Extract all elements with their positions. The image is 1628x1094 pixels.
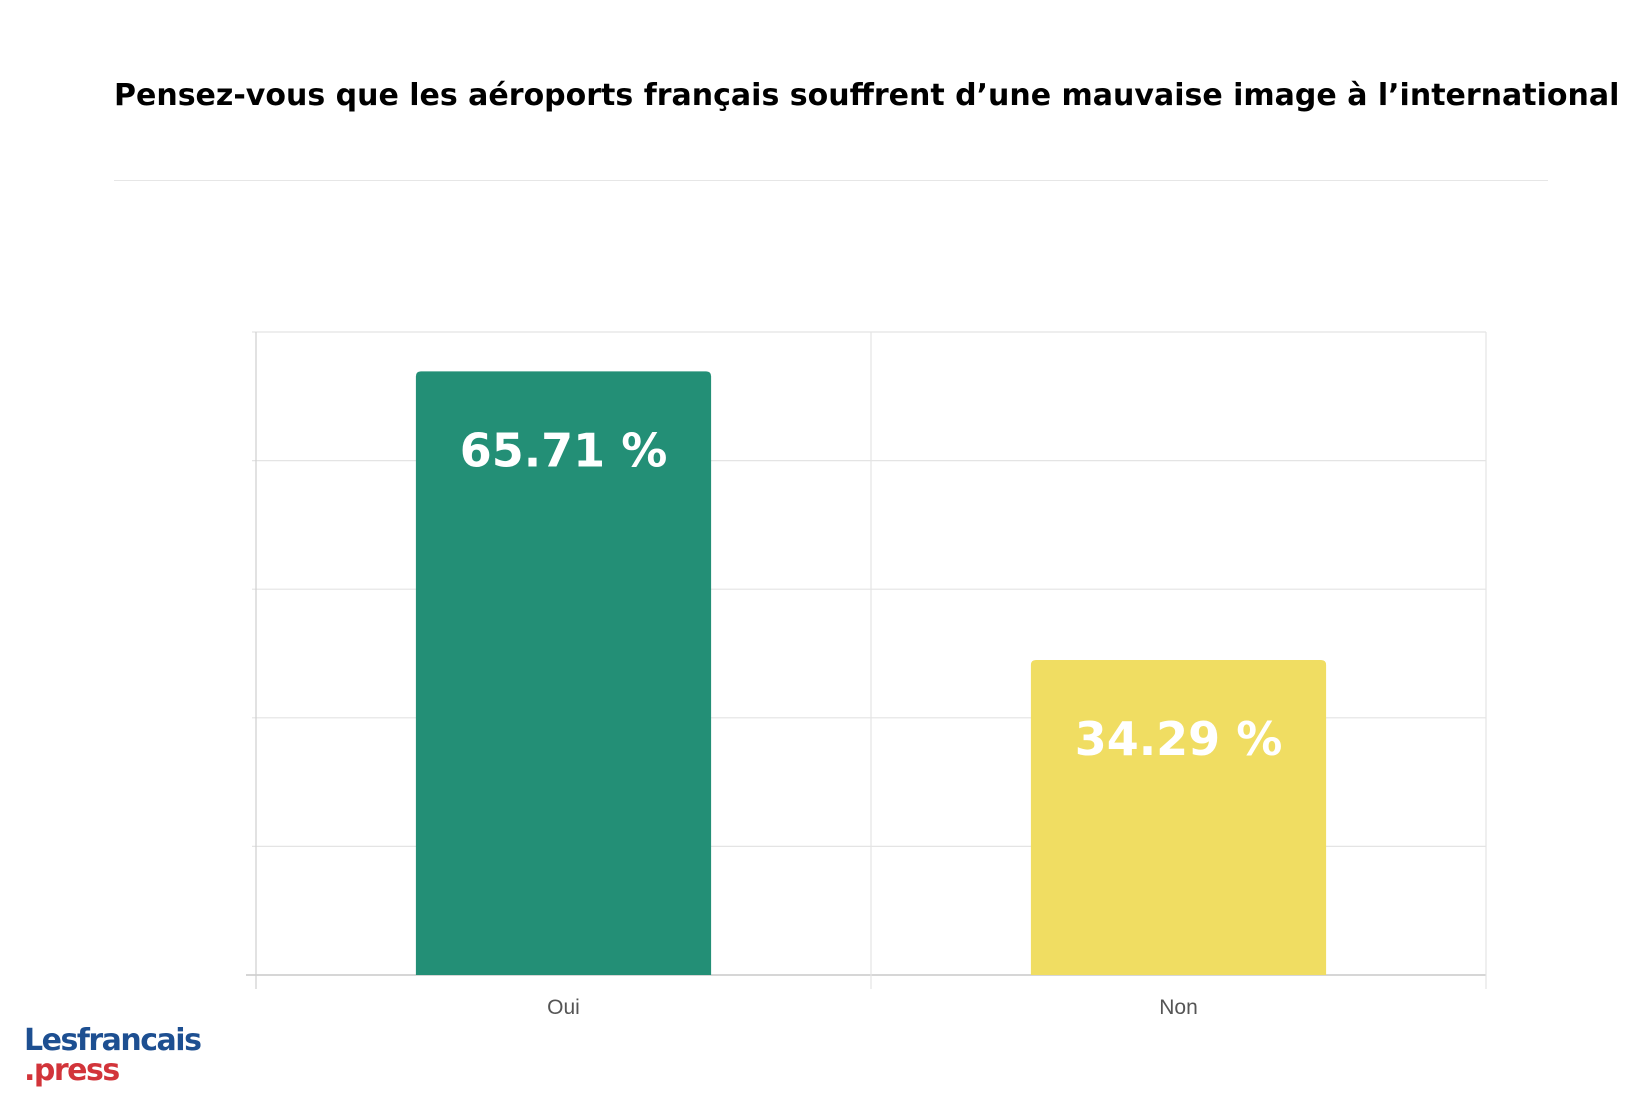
x-tick-label-non: Non — [1159, 996, 1198, 1019]
logo-text-lesfrancais: Lesfrancais — [24, 1023, 202, 1058]
bar-value-label-oui: 65.71 % — [460, 423, 668, 477]
bar-value-label-non: 34.29 % — [1075, 712, 1283, 766]
bar-non — [1030, 660, 1327, 975]
chart-labels: 65.71 % Oui 34.29 % Non — [460, 423, 1283, 1019]
logo-text-press: .press — [24, 1053, 120, 1088]
brand-logo: Lesfrancais .press — [24, 1023, 202, 1088]
bar-oui — [415, 371, 712, 975]
x-tick-label-oui: Oui — [547, 996, 580, 1019]
chart-title: Pensez-vous que les aéroports français s… — [114, 78, 1628, 113]
chart-bars — [415, 371, 1327, 975]
title-divider — [114, 180, 1548, 181]
